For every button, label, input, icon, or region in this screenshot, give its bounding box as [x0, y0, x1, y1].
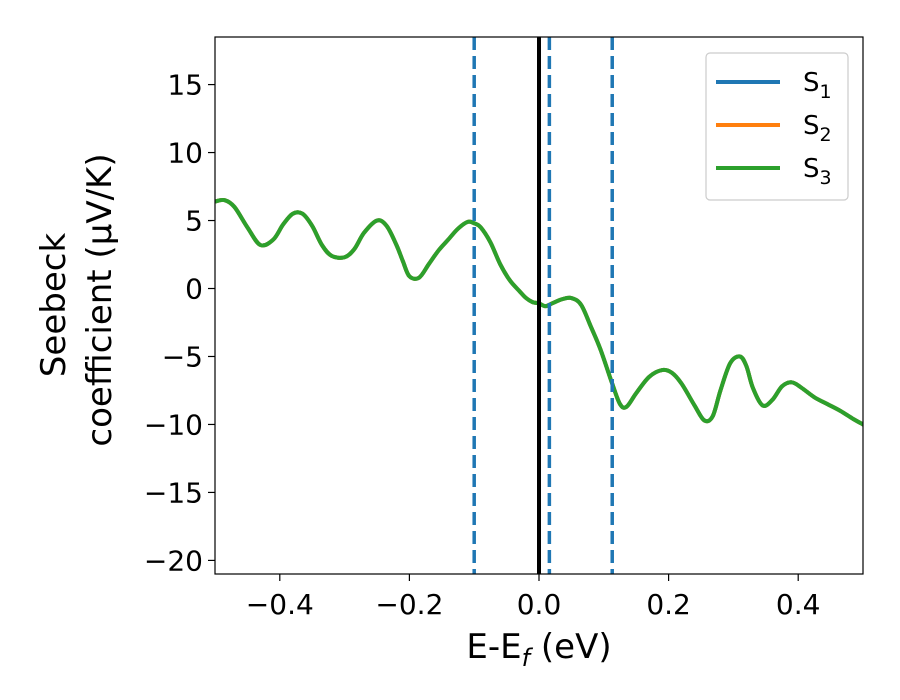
y-tick-label: 5 [185, 205, 203, 238]
x-tick-label: −0.2 [375, 588, 443, 621]
y-axis-ticks: 15 10 5 0 −5 −10 −15 −20 [144, 69, 215, 577]
y-tick-label: −10 [144, 408, 203, 441]
legend-label-s1: S1 [803, 68, 832, 103]
x-axis-label: E-Ef (eV) [466, 627, 611, 672]
legend-label-s3: S3 [803, 154, 832, 189]
y-tick-label: 0 [185, 273, 203, 306]
y-tick-label: −20 [144, 544, 203, 577]
legend: S1 S2 S3 [705, 52, 849, 201]
y-tick-label: −5 [162, 340, 203, 373]
y-tick-label: −15 [144, 476, 203, 509]
y-tick-label: 15 [167, 69, 203, 102]
y-tick-label: 10 [167, 137, 203, 170]
x-tick-label: 0.4 [776, 588, 821, 621]
legend-label-s2: S2 [803, 111, 832, 146]
x-tick-label: 0.0 [517, 588, 562, 621]
plot-area [215, 197, 863, 427]
y-axis-label-line1: Seebeck [34, 233, 74, 378]
reference-lines [472, 37, 614, 574]
y-axis-label-line2: coefficient (μV/K) [80, 153, 120, 446]
x-axis-ticks: −0.4 −0.2 0.0 0.2 0.4 [246, 574, 821, 621]
y-axis-label: Seebeck coefficient (μV/K) [34, 153, 120, 446]
x-tick-label: −0.4 [246, 588, 314, 621]
series-line-s3 [215, 197, 863, 427]
x-tick-label: 0.2 [646, 588, 691, 621]
